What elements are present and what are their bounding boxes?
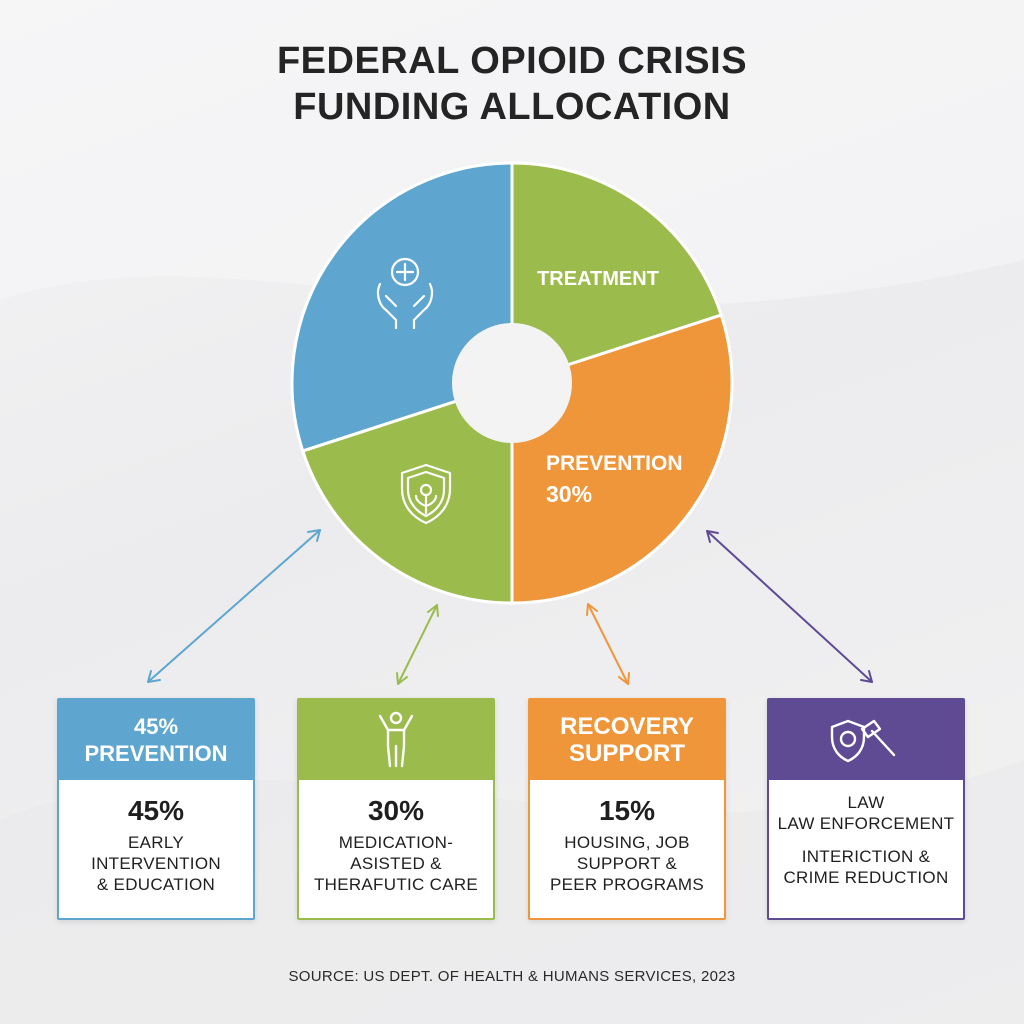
card-law-desc-2: CRIME REDUCTION xyxy=(783,868,949,887)
shield-plant-icon xyxy=(400,463,452,525)
slice-value-prevention: 30% xyxy=(546,481,592,507)
card-prevention-desc-1: EARLY xyxy=(128,833,184,852)
card-recovery-desc-3: PEER PROGRAMS xyxy=(549,875,705,894)
slice-treatment xyxy=(510,161,724,386)
card-treatment: 30% MEDICATION- ASISTED & THERAFUTIC CAR… xyxy=(297,698,495,920)
donut-hole xyxy=(452,323,572,443)
card-recovery-header: RECOVERY SUPPORT xyxy=(530,700,724,780)
card-law-enforcement-header xyxy=(769,700,963,780)
card-recovery-pct: 15% xyxy=(598,795,656,826)
badge-gavel-icon xyxy=(830,719,896,763)
card-prevention-desc-2: INTERVENTION xyxy=(91,854,221,873)
card-prevention-head-pct: 45% xyxy=(133,714,179,739)
card-recovery-head-2: SUPPORT xyxy=(568,740,685,767)
card-prevention-desc-3: & EDUCATION xyxy=(96,875,216,894)
arrow-orange xyxy=(586,603,630,685)
card-recovery: RECOVERY SUPPORT 15% HOUSING, JOB SUPPOR… xyxy=(528,698,726,920)
title-line-2: FUNDING ALLOCATION xyxy=(293,86,731,128)
card-treatment-desc-3: THERAFUTIC CARE xyxy=(313,875,479,894)
card-recovery-desc-1: HOUSING, JOB xyxy=(564,833,690,852)
card-law-desc-1: INTERICTION & xyxy=(801,847,931,866)
card-recovery-desc-2: SUPPORT & xyxy=(576,854,678,873)
slice-label-prevention: PREVENTION xyxy=(546,452,683,475)
arrow-blue xyxy=(147,529,321,683)
slice-label-treatment: TREATMENT xyxy=(537,268,659,290)
card-prevention-header: 45% PREVENTION xyxy=(59,700,253,780)
card-treatment-desc-1: MEDICATION- xyxy=(338,833,454,852)
card-law-enforcement: LAW LAW ENFORCEMENT INTERICTION & CRIME … xyxy=(767,698,965,920)
card-treatment-pct: 30% xyxy=(367,795,425,826)
arrow-purple xyxy=(706,530,873,683)
card-recovery-head-1: RECOVERY xyxy=(560,713,694,740)
card-prevention-head-label: PREVENTION xyxy=(84,741,228,766)
card-law-desc-top-1: LAW xyxy=(847,793,885,812)
arrow-green xyxy=(396,604,439,685)
card-prevention: 45% PREVENTION 45% EARLY INTERVENTION & … xyxy=(57,698,255,920)
title-line-1: FEDERAL OPIOID CRISIS xyxy=(276,40,748,82)
person-arms-raised-icon xyxy=(378,711,414,768)
card-prevention-pct: 45% xyxy=(127,795,185,826)
card-treatment-desc-2: ASISTED & xyxy=(350,854,442,873)
card-treatment-header xyxy=(299,700,493,780)
chart-title: FEDERAL OPIOID CRISIS FUNDING ALLOCATION xyxy=(0,38,1024,130)
card-law-desc-top-2: LAW ENFORCEMENT xyxy=(777,814,955,833)
source-note: SOURCE: US DEPT. OF HEALTH & HUMANS SERV… xyxy=(288,968,736,985)
hands-medical-cross-icon xyxy=(376,257,434,330)
